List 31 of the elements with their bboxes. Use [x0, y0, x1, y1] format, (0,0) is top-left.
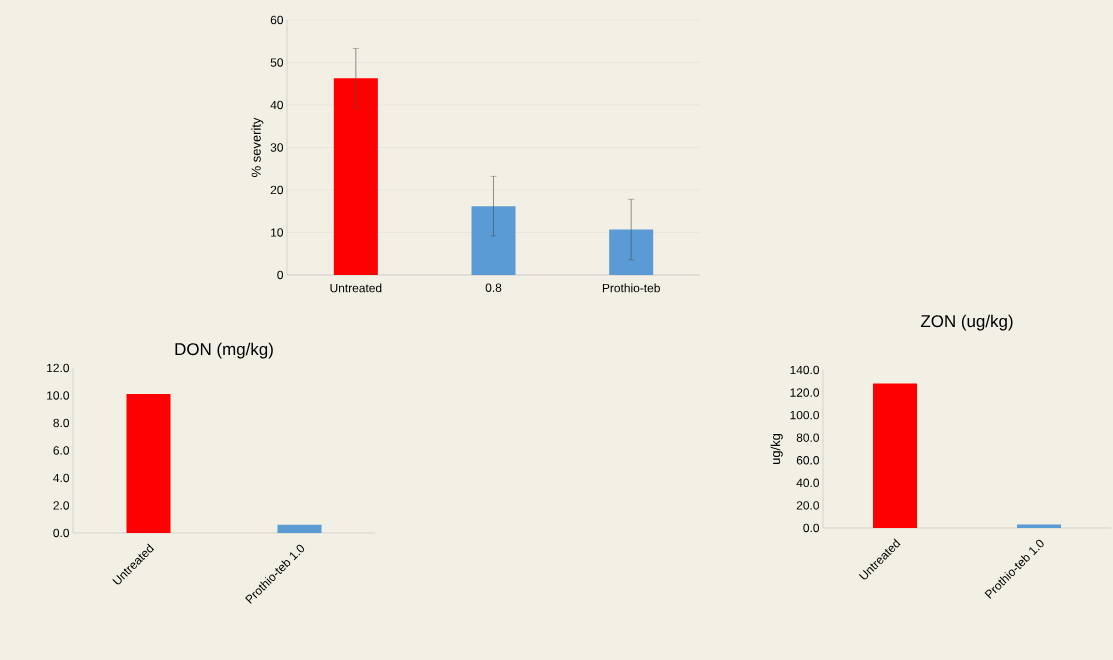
- y-tick-label: 8.0: [53, 418, 70, 428]
- y-tick-label: 20: [270, 185, 284, 195]
- x-tick-label: Prothio-teb: [602, 283, 660, 293]
- bar: [471, 206, 516, 275]
- y-tick-label: 60: [270, 15, 284, 25]
- y-tick-label: 30: [270, 143, 284, 152]
- y-tick-label: 20.0: [796, 501, 820, 510]
- y-tick-label: 2.0: [53, 501, 70, 510]
- y-tick-label: 10: [271, 228, 284, 237]
- y-tick-label: 6.0: [53, 446, 70, 455]
- x-tick-label: Untreated: [330, 283, 382, 293]
- chart-title: DON (mg/kg): [175, 342, 273, 359]
- y-tick-label: 40.0: [796, 478, 820, 488]
- y-axis-title: % severity: [251, 117, 264, 177]
- y-tick-label: 4.0: [53, 473, 70, 483]
- bar: [333, 78, 378, 275]
- chart-title: ZON (ug/kg): [920, 314, 1013, 331]
- y-axis-title: ug/kg: [770, 433, 783, 464]
- y-tick-label: 12.0: [47, 363, 70, 373]
- y-tick-label: 50: [270, 58, 284, 67]
- y-tick-label: 0.0: [53, 528, 70, 538]
- y-tick-label: 0: [277, 270, 284, 280]
- y-tick-label: 80.0: [796, 433, 820, 442]
- y-tick-label: 40: [270, 100, 284, 110]
- y-tick-label: 120.0: [790, 388, 820, 397]
- y-tick-label: 140.0: [790, 365, 820, 375]
- y-tick-label: 100.0: [790, 410, 820, 420]
- y-tick-label: 10.0: [47, 391, 70, 400]
- y-tick-label: 60.0: [796, 456, 820, 465]
- x-tick-label: 0.8: [485, 283, 502, 292]
- y-tick-label: 0.0: [803, 523, 820, 533]
